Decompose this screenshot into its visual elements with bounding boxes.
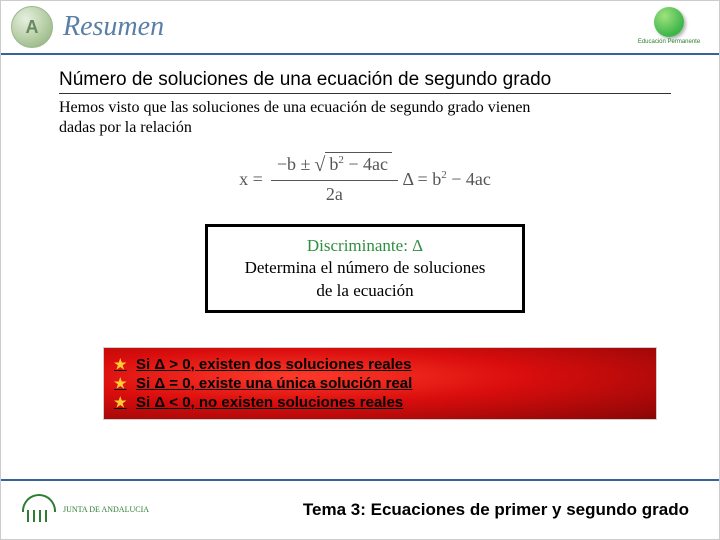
quadratic-formula: x = −b ± √ b2 − 4ac 2a — [239, 152, 398, 206]
page-footer: JUNTA DE ANDALUCIA Tema 3: Ecuaciones de… — [1, 479, 719, 539]
brand-logo-text: Educación Permanente — [638, 39, 700, 45]
cases-box: ★ Si Δ > 0, existen dos soluciones reale… — [103, 347, 657, 420]
intro-text: Hemos visto que las soluciones de una ec… — [59, 98, 559, 138]
case-row: ★ Si Δ > 0, existen dos soluciones reale… — [114, 356, 646, 373]
discriminant-line2: de la ecuación — [220, 280, 510, 302]
case-3: Si Δ < 0, no existen soluciones reales — [136, 394, 403, 411]
discriminant-title: Discriminante: Δ — [220, 235, 510, 257]
sqrt-tail: − 4ac — [344, 154, 388, 174]
junta-logo: JUNTA DE ANDALUCIA — [21, 492, 149, 528]
junta-text: JUNTA DE ANDALUCIA — [63, 506, 149, 514]
page-header: A Resumen Educación Permanente — [1, 1, 719, 55]
formula-block: x = −b ± √ b2 − 4ac 2a Δ = b2 − 4ac — [59, 152, 671, 206]
footer-topic: Tema 3: Ecuaciones de primer y segundo g… — [303, 500, 699, 520]
formula-x-equals: x = — [239, 168, 263, 191]
content-area: Número de soluciones de una ecuación de … — [1, 55, 719, 420]
case-2: Si Δ = 0, existe una única solución real — [136, 375, 412, 392]
formula-fraction: −b ± √ b2 − 4ac 2a — [271, 152, 398, 206]
sqrt-icon: √ b2 − 4ac — [314, 152, 392, 178]
header-badge-letter: A — [26, 17, 39, 38]
star-icon: ★ — [114, 375, 130, 392]
case-1: Si Δ > 0, existen dos soluciones reales — [136, 356, 412, 373]
star-icon: ★ — [114, 356, 130, 373]
star-icon: ★ — [114, 394, 130, 411]
sqrt-b: b — [329, 154, 338, 174]
case-row: ★ Si Δ = 0, existe una única solución re… — [114, 375, 646, 392]
discriminant-formula: Δ = b2 − 4ac — [402, 168, 490, 191]
delta-tail: − 4ac — [447, 169, 491, 189]
discriminant-box: Discriminante: Δ Determina el número de … — [205, 224, 525, 312]
header-badge-icon: A — [11, 6, 53, 48]
section-title: Número de soluciones de una ecuación de … — [59, 69, 671, 94]
junta-emblem-icon — [21, 492, 57, 528]
formula-numerator: −b ± √ b2 − 4ac — [271, 152, 398, 181]
case-row: ★ Si Δ < 0, no existen soluciones reales — [114, 394, 646, 411]
header-title: Resumen — [63, 11, 164, 43]
sqrt-body: b2 − 4ac — [325, 152, 392, 178]
brand-logo: Educación Permanente — [637, 7, 701, 51]
formula-denominator: 2a — [326, 181, 343, 206]
radical-sign-icon: √ — [314, 152, 325, 178]
formula-num-prefix: −b ± — [277, 153, 311, 176]
delta-lhs: Δ = b — [402, 169, 441, 189]
discriminant-line1: Determina el número de soluciones — [220, 257, 510, 279]
brand-logo-icon — [654, 7, 684, 37]
